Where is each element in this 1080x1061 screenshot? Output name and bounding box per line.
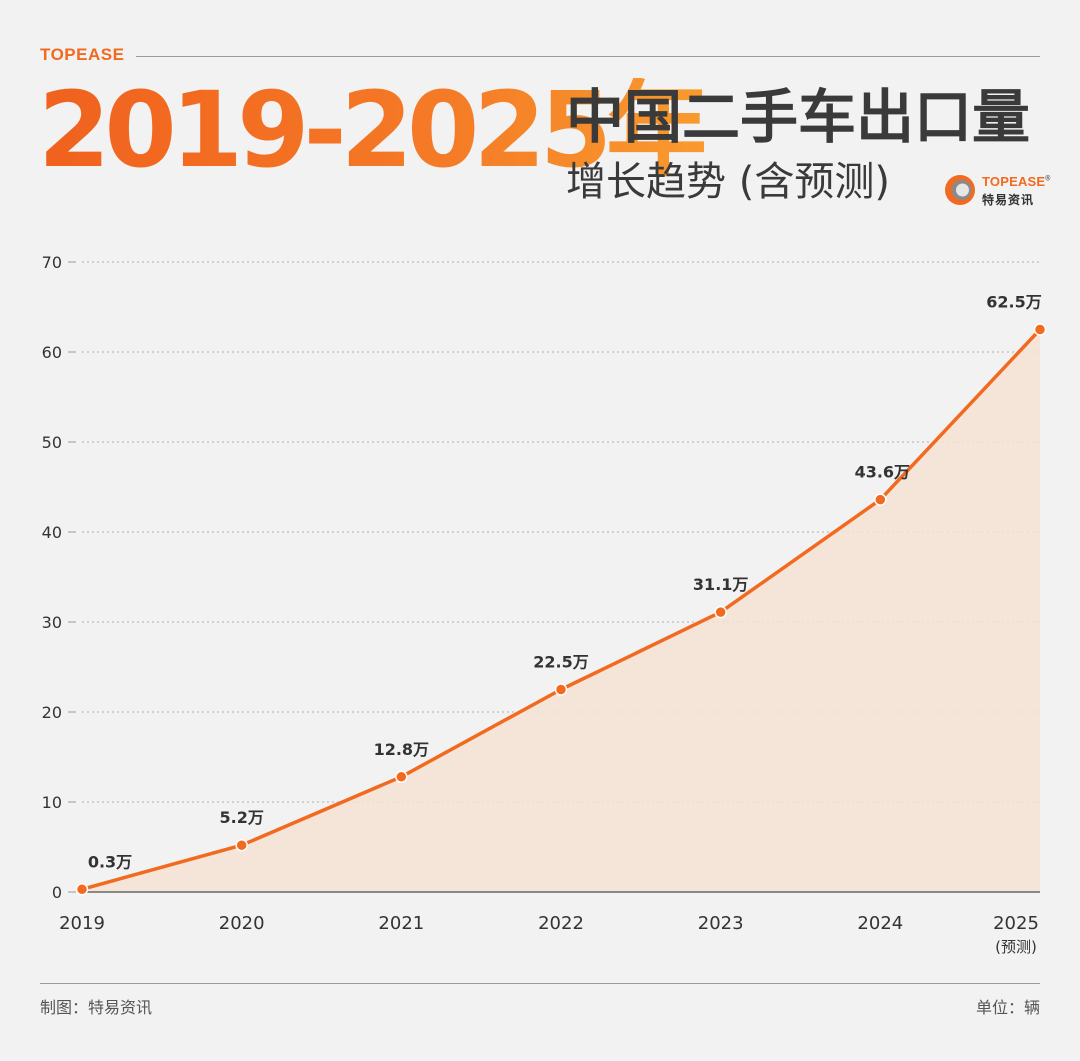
area-fill [82, 329, 1040, 892]
y-tick-label: 70 [42, 253, 62, 272]
page-subtitle: 增长趋势 (含预测) [566, 159, 890, 205]
data-point [1033, 323, 1047, 336]
page-title: 中国二手车出口量 [566, 83, 1031, 151]
years-title: 2019-2025年 [38, 69, 710, 191]
x-tick-label: 2022 [538, 913, 584, 934]
header-divider [136, 56, 1040, 57]
data-point [714, 605, 727, 619]
y-tick-label: 0 [52, 883, 62, 902]
y-tick-label: 40 [42, 523, 62, 542]
logo-text: TOPEASE® [982, 174, 1051, 189]
topease-logo: TOPEASE® 特易资讯 [942, 170, 1050, 210]
x-tick-label: 2025 [993, 913, 1039, 934]
data-point [75, 883, 89, 896]
data-label: 0.3万 [88, 852, 132, 871]
x-tick-label: 2024 [857, 913, 903, 934]
x-tick-label: 2019 [59, 913, 105, 934]
export-volume-chart: 0 10 20 30 40 50 60 70 0.3万 5.2万 12.8万 22.5万 31.1万 43… [42, 253, 1047, 956]
data-label: 12.8万 [374, 740, 429, 759]
y-tick-label: 50 [42, 433, 62, 452]
footer-credit: 制图：特易资讯 [40, 998, 153, 1017]
data-point [395, 770, 408, 784]
x-tick-label: 2023 [698, 913, 744, 934]
data-point [235, 838, 248, 852]
y-tick-label: 20 [42, 703, 62, 722]
y-tick-label: 30 [42, 613, 62, 632]
logo-ring-icon [945, 175, 975, 205]
y-tick-label: 10 [42, 793, 62, 812]
data-label: 43.6万 [855, 463, 910, 482]
data-point [554, 683, 568, 696]
data-point [874, 493, 887, 506]
footer-unit: 单位：辆 [975, 998, 1040, 1017]
logo-chinese-text: 特易资讯 [982, 193, 1035, 207]
brand-label: TOPEASE [40, 45, 125, 64]
y-tick-label: 60 [42, 343, 62, 362]
x-tick-label: 2020 [219, 913, 265, 934]
footer-divider [40, 983, 1040, 984]
x-tick-sublabel: (预测) [995, 938, 1037, 956]
data-label: 62.5万 [986, 293, 1041, 312]
data-label: 5.2万 [219, 808, 263, 827]
data-label: 31.1万 [693, 575, 748, 594]
data-label: 22.5万 [533, 653, 588, 672]
x-tick-label: 2021 [378, 913, 424, 934]
